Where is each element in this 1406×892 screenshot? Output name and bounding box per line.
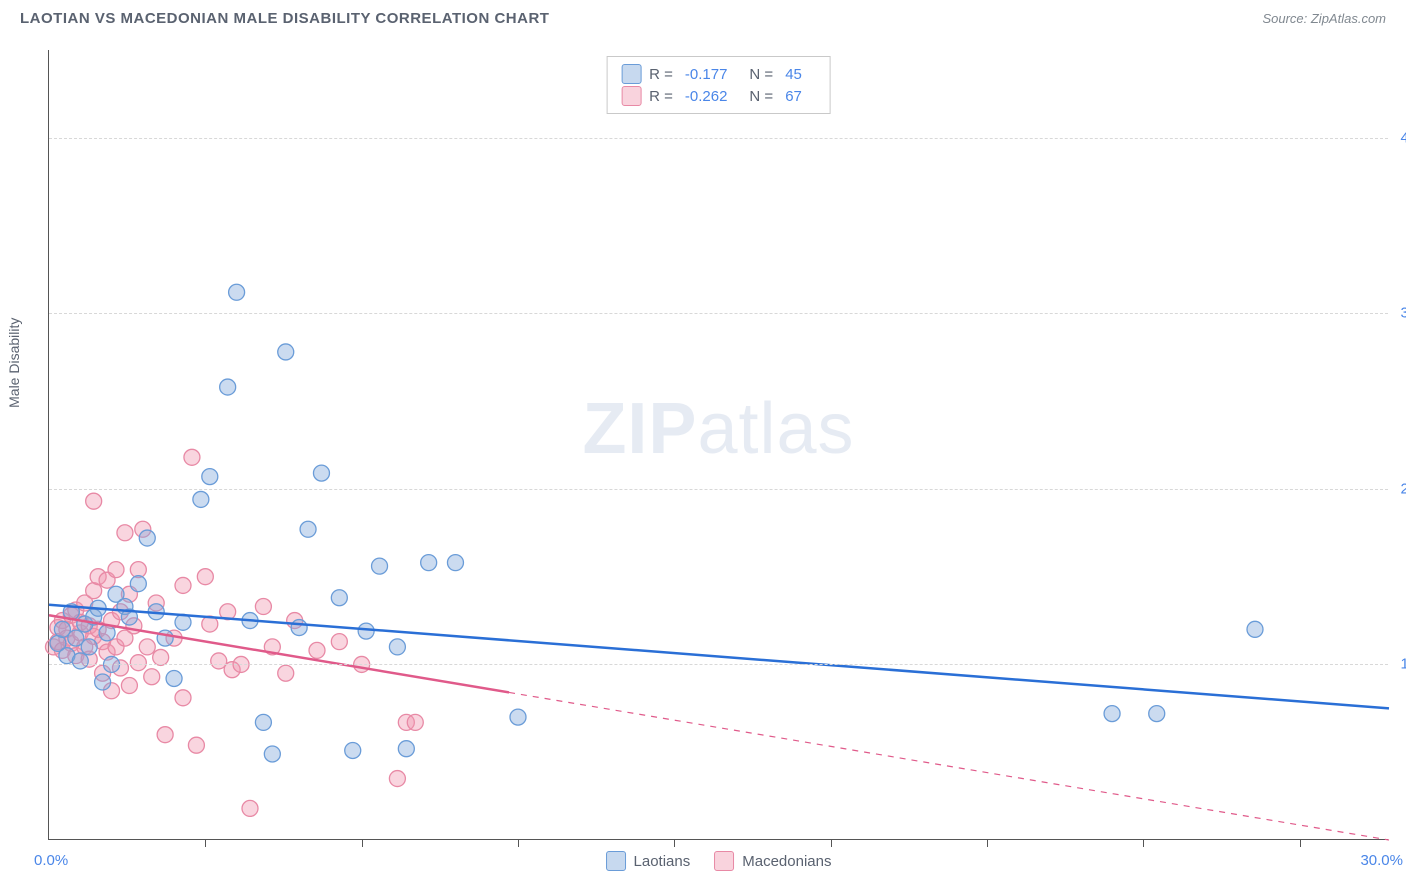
laotians-point xyxy=(345,742,361,758)
macedonians-point xyxy=(175,690,191,706)
x-tick xyxy=(674,839,675,847)
laotians-point xyxy=(130,576,146,592)
laotians-point xyxy=(510,709,526,725)
macedonians-point xyxy=(255,599,271,615)
series-legend: Laotians Macedonians xyxy=(606,851,832,871)
macedonians-point xyxy=(389,771,405,787)
laotians-point xyxy=(193,491,209,507)
macedonians-point xyxy=(130,655,146,671)
macedonians-point xyxy=(153,649,169,665)
laotians-point xyxy=(447,555,463,571)
macedonians-point xyxy=(108,562,124,578)
x-tick xyxy=(362,839,363,847)
laotians-point xyxy=(1149,706,1165,722)
laotians-point xyxy=(389,639,405,655)
y-tick-label: 20.0% xyxy=(1400,480,1406,497)
scatter-svg xyxy=(49,50,1388,839)
laotians-point xyxy=(157,630,173,646)
chart-plot-area: Male Disability ZIPatlas R =-0.177N =45R… xyxy=(48,50,1388,840)
laotians-point xyxy=(358,623,374,639)
laotians-point xyxy=(220,379,236,395)
laotians-point xyxy=(255,714,271,730)
gridline-h xyxy=(49,664,1388,665)
r-value: -0.177 xyxy=(685,66,728,83)
gridline-h xyxy=(49,489,1388,490)
y-tick-label: 40.0% xyxy=(1400,129,1406,146)
laotians-point xyxy=(291,620,307,636)
macedonians-point xyxy=(197,569,213,585)
laotians-point xyxy=(421,555,437,571)
gridline-h xyxy=(49,138,1388,139)
laotians-point xyxy=(81,639,97,655)
macedonians-point xyxy=(117,525,133,541)
laotians-point xyxy=(72,653,88,669)
x-tick xyxy=(987,839,988,847)
laotians-point xyxy=(1247,621,1263,637)
legend-stat-row: R = -0.262 N = 67 xyxy=(621,85,816,107)
n-value: 67 xyxy=(785,88,802,105)
macedonians-point xyxy=(184,449,200,465)
laotians-point xyxy=(398,741,414,757)
macedonians-point xyxy=(139,639,155,655)
macedonians-point xyxy=(331,634,347,650)
legend-swatch xyxy=(621,86,641,106)
legend-swatch xyxy=(621,64,641,84)
legend-swatch xyxy=(714,851,734,871)
n-label: N = xyxy=(749,66,773,83)
legend-swatch xyxy=(606,851,626,871)
laotians-regression-solid xyxy=(49,605,1389,709)
y-axis-label: Male Disability xyxy=(6,317,22,407)
r-label: R = xyxy=(649,88,673,105)
laotians-point xyxy=(372,558,388,574)
x-tick xyxy=(1300,839,1301,847)
macedonians-point xyxy=(188,737,204,753)
stats-legend: R = -0.177 N = 45 R = -0.262 N = 67 xyxy=(606,56,831,114)
macedonians-point xyxy=(309,642,325,658)
r-label: R = xyxy=(649,66,673,83)
legend-stat-row: R = -0.177 N = 45 xyxy=(621,63,816,85)
x-axis-max-label: 30.0% xyxy=(1360,852,1403,869)
y-tick-label: 30.0% xyxy=(1400,305,1406,322)
macedonians-point xyxy=(144,669,160,685)
x-axis-min-label: 0.0% xyxy=(34,852,68,869)
macedonians-point xyxy=(242,800,258,816)
macedonians-point xyxy=(278,665,294,681)
n-label: N = xyxy=(749,88,773,105)
n-value: 45 xyxy=(785,66,802,83)
macedonians-point xyxy=(86,493,102,509)
laotians-point xyxy=(95,674,111,690)
macedonians-point xyxy=(157,727,173,743)
source-label: Source: ZipAtlas.com xyxy=(1262,11,1386,26)
y-tick-label: 10.0% xyxy=(1400,656,1406,673)
laotians-point xyxy=(1104,706,1120,722)
x-tick xyxy=(831,839,832,847)
macedonians-regression-dashed xyxy=(509,692,1389,840)
laotians-point xyxy=(202,469,218,485)
laotians-point xyxy=(99,625,115,641)
series-legend-item: Macedonians xyxy=(714,851,831,871)
chart-title: LAOTIAN VS MACEDONIAN MALE DISABILITY CO… xyxy=(20,10,549,27)
macedonians-point xyxy=(175,577,191,593)
laotians-point xyxy=(300,521,316,537)
laotians-point xyxy=(278,344,294,360)
laotians-point xyxy=(229,284,245,300)
series-legend-item: Laotians xyxy=(606,851,691,871)
r-value: -0.262 xyxy=(685,88,728,105)
x-tick xyxy=(1143,839,1144,847)
gridline-h xyxy=(49,313,1388,314)
laotians-point xyxy=(331,590,347,606)
laotians-point xyxy=(313,465,329,481)
laotians-point xyxy=(139,530,155,546)
x-tick xyxy=(518,839,519,847)
series-legend-label: Laotians xyxy=(634,853,691,870)
macedonians-point xyxy=(407,714,423,730)
series-legend-label: Macedonians xyxy=(742,853,831,870)
laotians-point xyxy=(264,746,280,762)
macedonians-point xyxy=(121,678,137,694)
x-tick xyxy=(205,839,206,847)
laotians-point xyxy=(166,670,182,686)
